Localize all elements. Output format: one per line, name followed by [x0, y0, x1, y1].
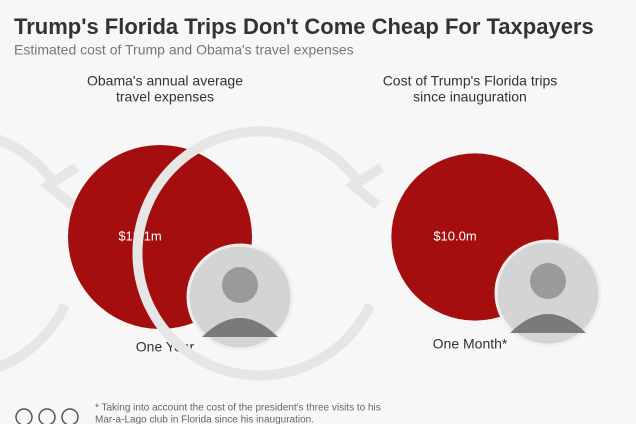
- portrait-head: [222, 267, 258, 303]
- footnote: * Taking into account the cost of the pr…: [95, 403, 381, 414]
- chart-title: Trump's Florida Trips Don't Come Cheap F…: [14, 14, 594, 39]
- cycle-arc: [132, 126, 375, 381]
- portrait-body: [510, 314, 586, 333]
- panel-title: Cost of Trump's Florida trips: [383, 73, 558, 89]
- panel-title: travel expenses: [116, 89, 214, 105]
- cycle-arrowhead: [39, 163, 80, 210]
- portrait-head: [530, 263, 566, 299]
- category-label: One Month*: [433, 336, 508, 352]
- value-label: $10.0m: [433, 228, 476, 243]
- footnote: Mar-a-Lago club in Florida since his ina…: [95, 415, 314, 424]
- panel-title: since inauguration: [413, 89, 527, 105]
- panel-title: Obama's annual average: [87, 73, 243, 89]
- license-icons: [15, 408, 79, 424]
- cycle-arrowhead: [344, 163, 385, 210]
- chart-subtitle: Estimated cost of Trump and Obama's trav…: [14, 42, 354, 58]
- portrait-body: [202, 318, 278, 337]
